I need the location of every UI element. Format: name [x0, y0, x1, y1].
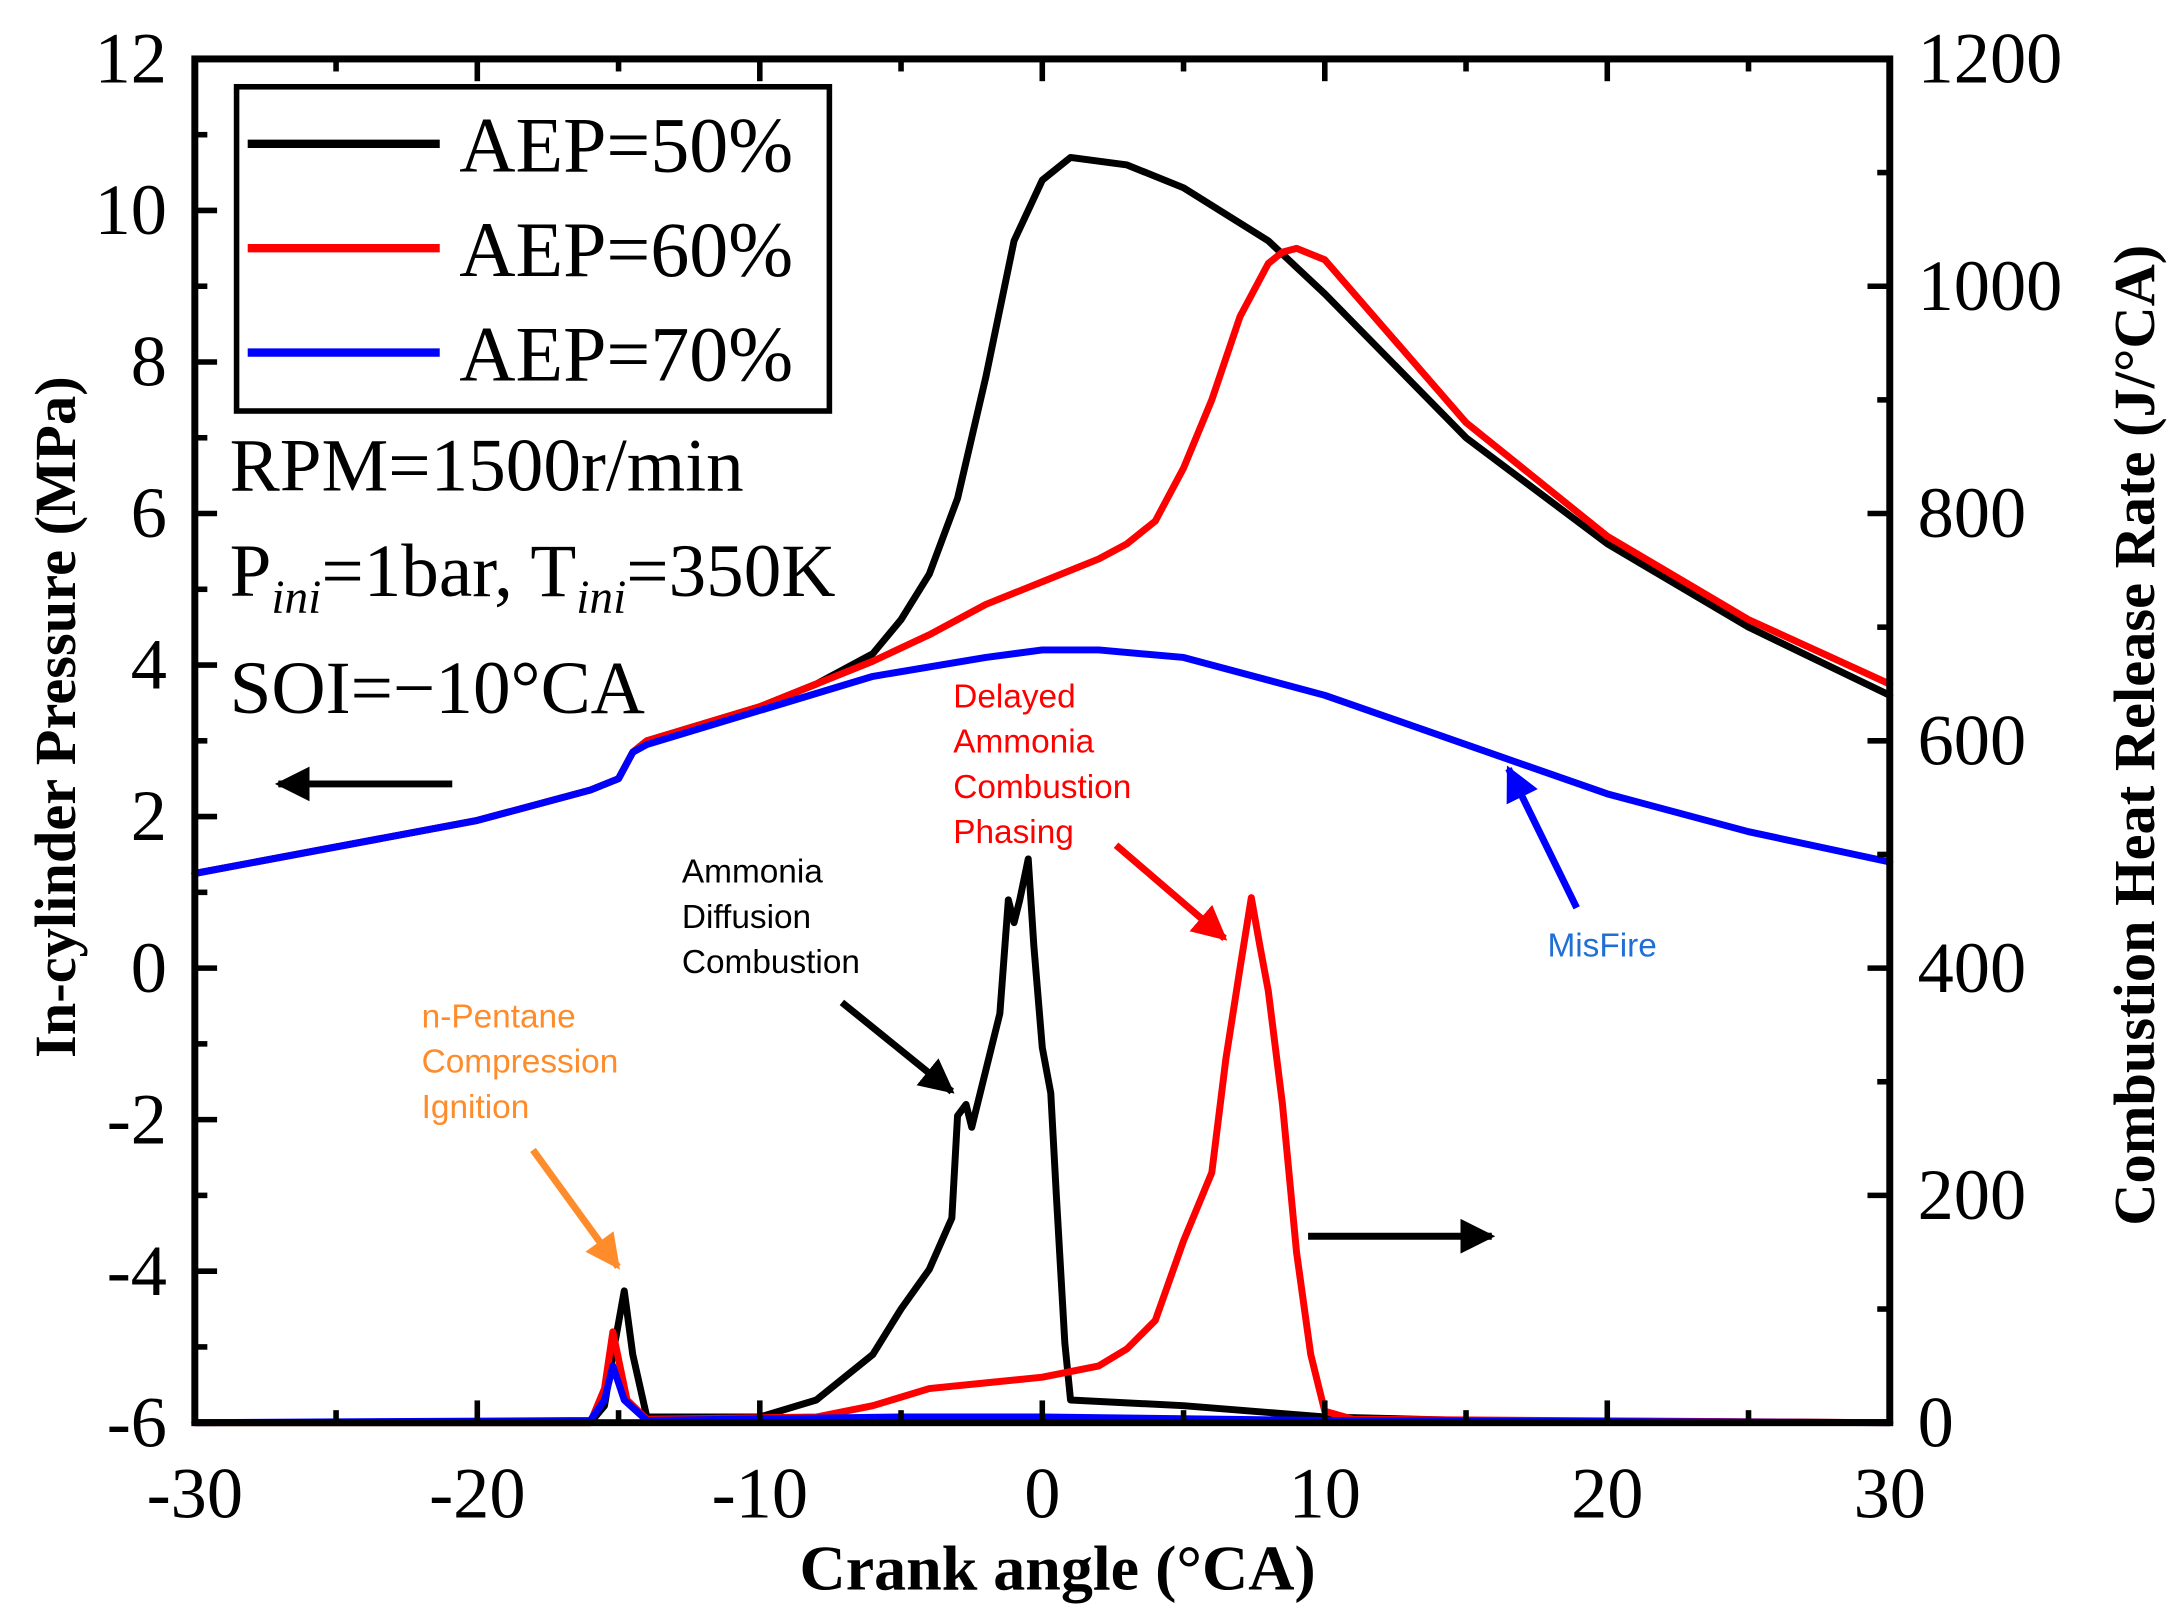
x-tick-label: -20: [429, 1453, 525, 1533]
diffusion-arrow-icon: [839, 999, 955, 1095]
misfire-arrow-icon: [1505, 765, 1580, 910]
x-tick-label: 20: [1571, 1453, 1643, 1533]
y-tick-label: 10: [95, 170, 167, 250]
annotation-diffusion: Ammonia: [682, 854, 823, 891]
hrr-line-50: [191, 855, 1894, 1427]
annotation-diffusion: Combustion: [682, 944, 860, 981]
annotation-pentane: Compression: [422, 1044, 619, 1081]
condition-tini-sub: ini: [576, 572, 626, 624]
condition-initial: Pini=1bar, Tini=350K: [230, 530, 836, 624]
y2-tick-label: 600: [1918, 700, 2027, 780]
y2-tick-label: 1200: [1918, 19, 2063, 99]
x-axis-title: Crank angle (°CA): [799, 1533, 1315, 1604]
condition-soi: SOI=−10°CA: [230, 647, 645, 730]
y2-tick-label: 400: [1918, 928, 2027, 1008]
annotation-pentane: Ignition: [422, 1089, 530, 1126]
annotation-delayed: Phasing: [953, 814, 1074, 851]
condition-pini-prefix: P: [230, 530, 272, 613]
annotation-delayed: Delayed: [953, 678, 1075, 715]
legend-label: AEP=50%: [459, 103, 793, 189]
annotation-delayed: Ammonia: [953, 724, 1094, 761]
y-tick-label: 6: [131, 473, 167, 553]
y-tick-label: 12: [95, 19, 167, 99]
annotation-diffusion: Diffusion: [682, 899, 811, 936]
condition-rpm: RPM=1500r/min: [230, 424, 744, 507]
delayed-arrow-icon: [1113, 842, 1228, 942]
y-tick-label: -4: [107, 1231, 167, 1311]
annotation-pentane: n-Pentane: [422, 998, 576, 1035]
condition-pini-value: =1bar, T: [321, 530, 576, 613]
y2-tick-label: 200: [1918, 1155, 2027, 1235]
y2-tick-label: 1000: [1918, 246, 2063, 326]
y-tick-label: -2: [107, 1079, 167, 1159]
pressure-line-70: [191, 646, 1894, 877]
y2-tick-label: 0: [1918, 1382, 1954, 1462]
legend-label: AEP=70%: [459, 311, 793, 397]
y2-tick-label: 800: [1918, 473, 2027, 553]
annotation-misfire: MisFire: [1547, 928, 1656, 965]
y-tick-label: 2: [131, 776, 167, 856]
y-tick-label: 4: [131, 625, 167, 705]
pentane-arrow-icon: [530, 1147, 621, 1270]
x-tick-label: 30: [1854, 1453, 1926, 1533]
y-tick-label: 0: [131, 928, 167, 1008]
y-axis-title: In-cylinder Pressure (MPa): [23, 376, 88, 1058]
y-tick-label: 8: [131, 322, 167, 402]
legend-label: AEP=60%: [459, 207, 793, 293]
y-tick-label: -6: [107, 1382, 167, 1462]
x-tick-label: -30: [147, 1453, 243, 1533]
x-tick-label: -10: [712, 1453, 808, 1533]
x-tick-label: 0: [1024, 1453, 1060, 1533]
hrr-line-60: [191, 894, 1894, 1427]
condition-tini-value: =350K: [626, 530, 835, 613]
condition-pini-sub: ini: [271, 572, 321, 624]
annotation-delayed: Combustion: [953, 769, 1131, 806]
y2-axis-title: Combustion Heat Release Rate (J/°CA): [2102, 245, 2167, 1226]
x-tick-label: 10: [1289, 1453, 1361, 1533]
